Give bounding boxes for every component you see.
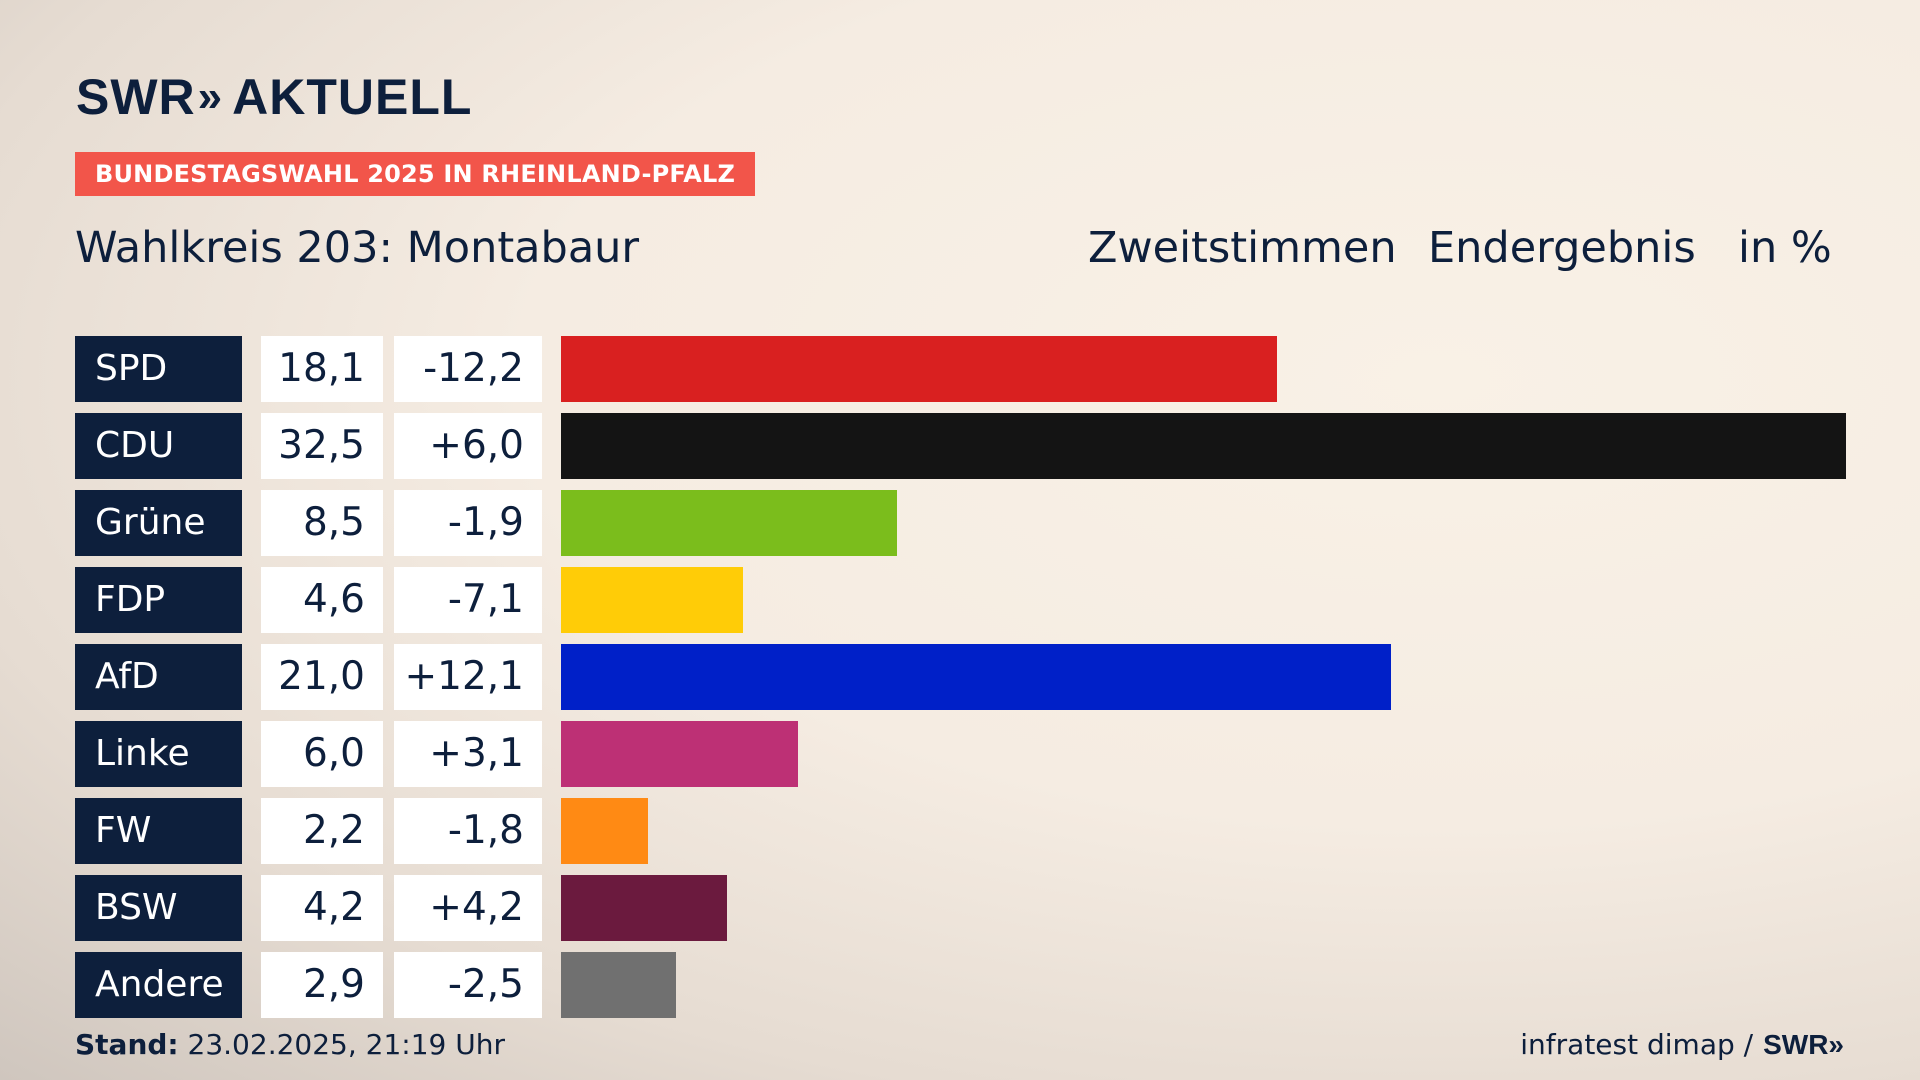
party-label: CDU (75, 413, 242, 479)
vote-share-bar (561, 336, 1277, 402)
vote-share-bar (561, 875, 727, 941)
vote-share-bar (561, 567, 743, 633)
party-label: SPD (75, 336, 242, 402)
vote-share-value: 2,2 (261, 798, 383, 864)
vote-share-change: -1,8 (394, 798, 542, 864)
vote-share-value: 6,0 (261, 721, 383, 787)
source-text: infratest dimap / (1520, 1028, 1754, 1061)
vote-share-bar (561, 721, 798, 787)
source-credit: infratest dimap / SWR» (1520, 1028, 1844, 1061)
vote-share-change: +3,1 (394, 721, 542, 787)
vote-share-value: 18,1 (261, 336, 383, 402)
vote-share-bar (561, 798, 648, 864)
vote-share-bar (561, 952, 676, 1018)
party-label: FW (75, 798, 242, 864)
vote-share-change: -2,5 (394, 952, 542, 1018)
vote-share-change: +12,1 (394, 644, 542, 710)
timestamp-value: 23.02.2025, 21:19 Uhr (187, 1028, 505, 1061)
logo-chevrons-icon: » (197, 72, 223, 121)
swr-mini-logo: SWR» (1763, 1028, 1844, 1060)
party-label: Andere (75, 952, 242, 1018)
vote-type-label: Zweitstimmen (1088, 223, 1397, 273)
timestamp: Stand: 23.02.2025, 21:19 Uhr (75, 1028, 505, 1061)
vote-share-change: -12,2 (394, 336, 542, 402)
vote-share-value: 4,2 (261, 875, 383, 941)
party-label: Linke (75, 721, 242, 787)
vote-share-bar (561, 490, 897, 556)
chart-title: Wahlkreis 203: Montabaur (75, 223, 640, 273)
vote-share-change: -7,1 (394, 567, 542, 633)
vote-share-value: 21,0 (261, 644, 383, 710)
party-label: BSW (75, 875, 242, 941)
vote-share-change: +4,2 (394, 875, 542, 941)
vote-share-value: 4,6 (261, 567, 383, 633)
unit-label: in % (1738, 223, 1832, 273)
result-status-label: Endergebnis (1428, 223, 1696, 273)
logo-product: AKTUELL (232, 69, 473, 125)
party-label: FDP (75, 567, 242, 633)
swr-aktuell-logo: SWR » AKTUELL (76, 68, 472, 126)
election-tag: BUNDESTAGSWAHL 2025 IN RHEINLAND-PFALZ (75, 152, 756, 196)
vote-share-bar (561, 413, 1846, 479)
timestamp-label: Stand: (75, 1028, 179, 1061)
vote-share-change: +6,0 (394, 413, 542, 479)
vote-share-value: 2,9 (261, 952, 383, 1018)
vote-share-change: -1,9 (394, 490, 542, 556)
logo-brand: SWR (76, 69, 196, 125)
vote-share-bar (561, 644, 1391, 710)
vote-share-value: 32,5 (261, 413, 383, 479)
party-label: AfD (75, 644, 242, 710)
party-label: Grüne (75, 490, 242, 556)
vote-share-value: 8,5 (261, 490, 383, 556)
